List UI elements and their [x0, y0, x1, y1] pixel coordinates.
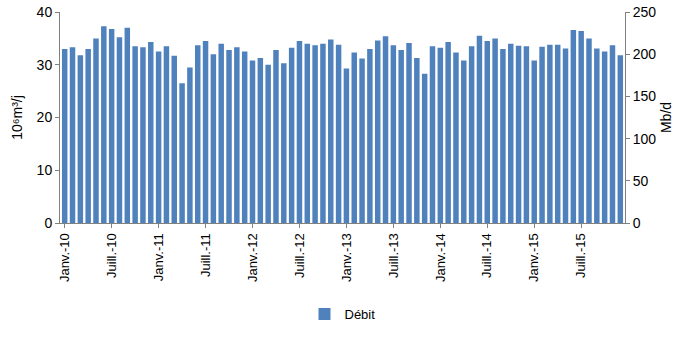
svg-text:Janv.-11: Janv.-11 [151, 233, 166, 281]
svg-text:Juill.-11: Juill.-11 [198, 233, 213, 277]
svg-text:Janv.-12: Janv.-12 [245, 233, 260, 282]
svg-text:250: 250 [633, 4, 657, 20]
svg-text:Juill.-14: Juill.-14 [479, 233, 494, 278]
svg-text:Janv.-10: Janv.-10 [57, 233, 72, 282]
svg-text:Débit: Débit [345, 307, 376, 322]
svg-text:30: 30 [37, 57, 53, 73]
svg-text:Juill.-13: Juill.-13 [386, 233, 401, 278]
svg-text:0: 0 [44, 215, 52, 231]
svg-text:100: 100 [633, 131, 657, 147]
svg-text:Juill.-12: Juill.-12 [292, 233, 307, 278]
svg-text:20: 20 [37, 109, 53, 125]
svg-text:40: 40 [37, 4, 53, 20]
svg-text:Mb/d: Mb/d [658, 102, 674, 133]
svg-text:50: 50 [633, 173, 649, 189]
svg-text:0: 0 [633, 215, 641, 231]
svg-text:Juill.-15: Juill.-15 [573, 233, 588, 278]
svg-text:Juill.-10: Juill.-10 [104, 233, 119, 278]
svg-text:10: 10 [37, 162, 53, 178]
svg-text:Janv.-14: Janv.-14 [433, 233, 448, 282]
svg-text:Janv.-15: Janv.-15 [526, 233, 541, 282]
svg-text:Janv.-13: Janv.-13 [339, 233, 354, 282]
svg-text:10⁶m³/j: 10⁶m³/j [9, 95, 25, 140]
svg-text:150: 150 [633, 88, 657, 104]
svg-text:200: 200 [633, 46, 657, 62]
